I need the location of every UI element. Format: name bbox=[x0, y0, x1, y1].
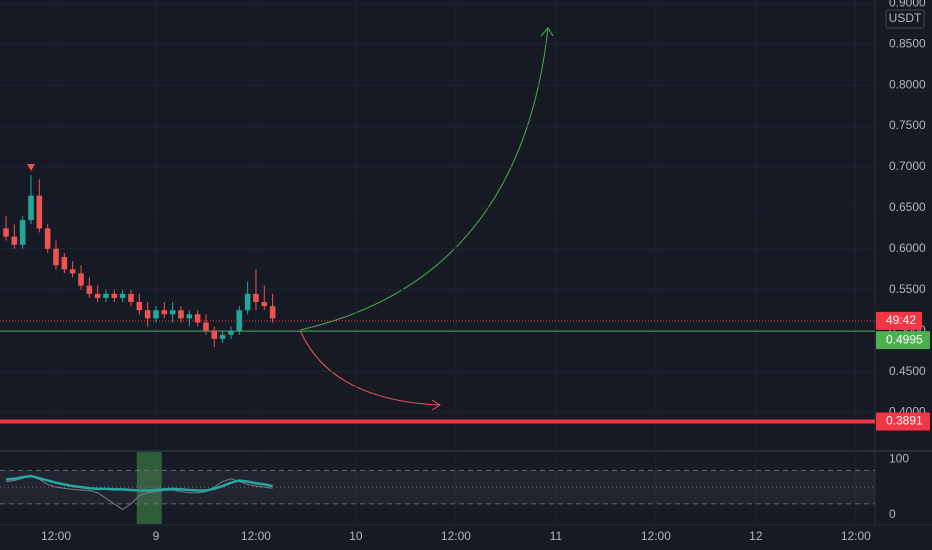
x-tick-label: 12:00 bbox=[841, 529, 871, 543]
candle-body bbox=[61, 257, 68, 270]
candle-body bbox=[203, 322, 209, 331]
indicator-line bbox=[5, 475, 273, 511]
candle-body bbox=[228, 330, 234, 335]
x-tick-label: 12:00 bbox=[241, 529, 271, 543]
x-tick-label: 11 bbox=[550, 529, 563, 543]
candle-body bbox=[269, 306, 276, 319]
countdown-box bbox=[876, 311, 922, 330]
candle-body bbox=[244, 293, 251, 311]
candle-body bbox=[119, 293, 126, 298]
candle-body bbox=[169, 310, 176, 315]
candle-body bbox=[36, 195, 43, 229]
unit-box bbox=[885, 9, 925, 29]
indicator-tick-label: 0 bbox=[889, 507, 896, 521]
x-tick-label: 10 bbox=[349, 529, 363, 543]
candle-body bbox=[186, 314, 193, 319]
candle-body bbox=[111, 293, 118, 298]
level-box bbox=[876, 412, 930, 431]
x-tick-label: 12:00 bbox=[41, 529, 71, 543]
unit-label: USDT bbox=[889, 11, 922, 25]
signal-marker bbox=[26, 163, 35, 171]
y-tick-label: 0.6500 bbox=[889, 200, 926, 214]
candle-body bbox=[19, 220, 26, 245]
candle-body bbox=[3, 228, 9, 237]
candle-body bbox=[78, 273, 84, 286]
candle-body bbox=[161, 310, 168, 315]
y-tick-label: 0.9000 bbox=[889, 0, 926, 9]
y-tick-label: 0.4500 bbox=[889, 364, 926, 378]
candle-body bbox=[11, 236, 18, 245]
x-tick-label: 12:00 bbox=[441, 529, 471, 543]
indicator-line bbox=[5, 474, 273, 492]
candle-body bbox=[86, 285, 93, 294]
candle-body bbox=[178, 310, 184, 319]
candle-body bbox=[69, 269, 76, 274]
candle-body bbox=[144, 310, 151, 319]
candle-body bbox=[211, 330, 218, 339]
candle-body bbox=[128, 293, 134, 303]
candle-body bbox=[28, 195, 34, 221]
level-label: 0.4995 bbox=[886, 332, 923, 346]
down-arrow bbox=[299, 329, 441, 406]
y-tick-label: 0.7500 bbox=[889, 118, 926, 132]
x-tick-label: 9 bbox=[153, 529, 160, 543]
level-label: 0.3891 bbox=[886, 414, 923, 428]
candle-body bbox=[53, 248, 59, 266]
x-tick-label: 12:00 bbox=[641, 529, 671, 543]
y-tick-label: 0.5500 bbox=[889, 282, 926, 296]
y-tick-label: 0.7000 bbox=[889, 159, 926, 173]
indicator-tick-label: 100 bbox=[889, 451, 909, 465]
candle-body bbox=[103, 293, 109, 298]
candle-body bbox=[236, 310, 243, 331]
candle-body bbox=[153, 310, 159, 319]
candle-body bbox=[219, 334, 226, 339]
y-tick-label: 0.8500 bbox=[889, 36, 926, 50]
x-tick-label: 12 bbox=[749, 529, 763, 543]
candle-body bbox=[194, 314, 201, 323]
candle-body bbox=[94, 293, 101, 298]
indicator-band-fill bbox=[0, 470, 875, 504]
candle-body bbox=[136, 302, 143, 311]
candle-body bbox=[261, 302, 268, 307]
countdown-label: 49:42 bbox=[886, 313, 916, 327]
down-arrow-head bbox=[431, 399, 441, 411]
candle-body bbox=[44, 228, 51, 249]
indicator-highlight bbox=[136, 452, 162, 524]
level-box bbox=[876, 331, 930, 350]
y-tick-label: 0.6000 bbox=[889, 241, 926, 255]
up-arrow-head bbox=[540, 27, 554, 37]
candle-body bbox=[253, 293, 259, 303]
y-tick-label: 0.8000 bbox=[889, 77, 926, 91]
